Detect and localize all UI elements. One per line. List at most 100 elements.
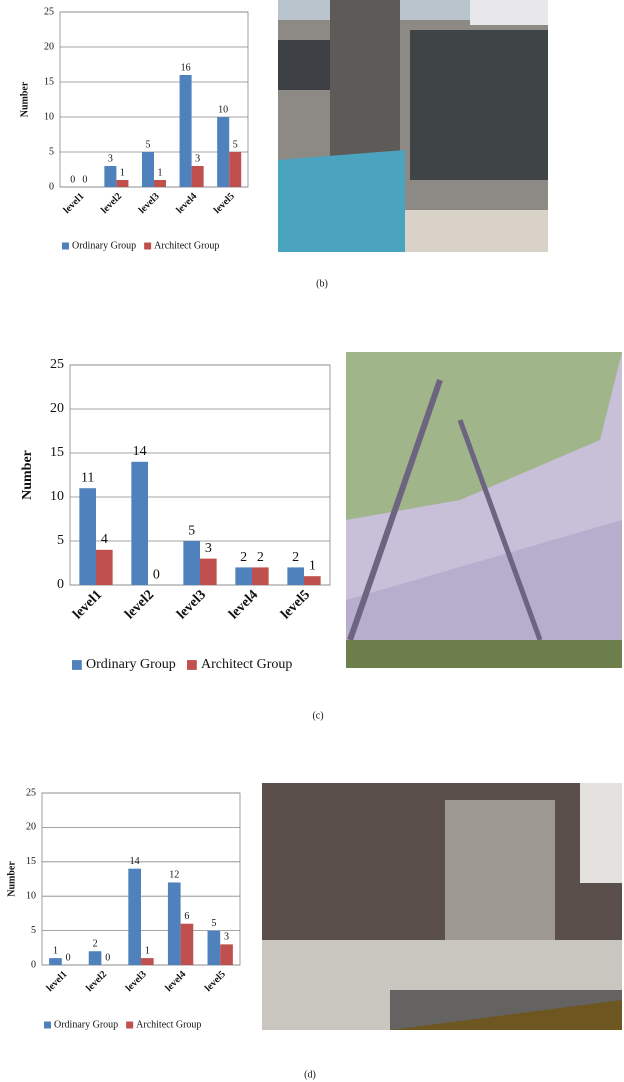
- y-axis-label: Number: [6, 861, 17, 897]
- x-tick-label: level4: [174, 191, 199, 216]
- data-label: 5: [233, 139, 238, 150]
- y-tick-label: 10: [26, 890, 36, 901]
- data-label: 0: [105, 952, 110, 963]
- data-label: 3: [195, 153, 200, 164]
- y-tick-label: 0: [49, 181, 54, 192]
- legend-label: Architect Group: [136, 1019, 201, 1030]
- bar: [79, 488, 96, 585]
- data-label: 14: [130, 856, 140, 867]
- legend-swatch: [144, 242, 152, 250]
- data-label: 1: [309, 559, 316, 574]
- photo-cracked-wall: [346, 352, 622, 668]
- legend-swatch: [187, 660, 197, 670]
- legend-swatch: [44, 1021, 51, 1029]
- data-label: 1: [158, 167, 163, 178]
- y-tick-label: 25: [50, 357, 64, 372]
- x-tick-label: level5: [278, 587, 313, 622]
- data-label: 16: [181, 62, 191, 73]
- y-axis-label: Number: [20, 450, 35, 500]
- data-label: 1: [120, 167, 125, 178]
- bar: [116, 180, 129, 187]
- x-tick-label: level3: [137, 191, 162, 216]
- data-label: 6: [184, 911, 189, 922]
- legend-label: Ordinary Group: [72, 240, 136, 251]
- x-tick-label: level3: [124, 969, 149, 994]
- legend-swatch: [62, 242, 69, 250]
- data-label: 0: [66, 952, 71, 963]
- data-label: 11: [81, 471, 94, 486]
- bar: [141, 152, 154, 187]
- data-label: 2: [292, 550, 299, 565]
- figure-caption: (b): [316, 278, 328, 289]
- x-tick-label: level5: [203, 969, 228, 994]
- y-tick-label: 5: [49, 146, 54, 157]
- x-tick-label: level1: [61, 191, 86, 216]
- data-label: 0: [70, 174, 75, 185]
- figure-caption: (c): [312, 710, 323, 721]
- bar: [220, 944, 233, 965]
- bar: [235, 567, 252, 585]
- bar: [96, 549, 113, 585]
- data-label: 14: [133, 444, 147, 459]
- data-label: 10: [218, 104, 228, 115]
- y-tick-label: 25: [44, 6, 54, 17]
- bar: [131, 461, 148, 585]
- y-tick-label: 25: [26, 787, 36, 798]
- data-label: 5: [145, 139, 150, 150]
- bar: [207, 930, 221, 965]
- legend-label: Architect Group: [154, 240, 219, 251]
- data-label: 5: [188, 523, 195, 538]
- legend-swatch: [72, 660, 82, 670]
- data-label: 0: [82, 174, 87, 185]
- y-tick-label: 10: [50, 489, 64, 504]
- y-tick-label: 0: [57, 577, 64, 592]
- data-label: 12: [169, 870, 179, 881]
- bar: [167, 882, 181, 965]
- bar: [304, 576, 321, 585]
- figure-caption: (d): [304, 1069, 316, 1080]
- legend-label: Ordinary Group: [86, 657, 176, 672]
- y-tick-label: 5: [31, 925, 36, 936]
- x-tick-label: level2: [122, 587, 157, 622]
- data-label: 3: [108, 153, 113, 164]
- data-label: 5: [211, 918, 216, 929]
- data-label: 3: [205, 541, 212, 556]
- bar: [252, 567, 269, 585]
- photo-collapsed-building: [278, 0, 548, 252]
- bar: [141, 958, 154, 965]
- data-label: 4: [101, 532, 108, 547]
- x-tick-label: level1: [44, 969, 69, 994]
- legend-swatch: [126, 1021, 134, 1029]
- bar: [287, 567, 304, 585]
- bar: [88, 951, 102, 965]
- bar: [217, 117, 230, 187]
- x-tick-label: level4: [226, 587, 261, 622]
- bar: [183, 541, 200, 585]
- x-tick-label: level3: [174, 587, 209, 622]
- bar: [180, 923, 194, 965]
- bar: [200, 558, 217, 585]
- y-tick-label: 15: [26, 856, 36, 867]
- x-tick-label: level1: [70, 587, 105, 622]
- y-tick-label: 20: [50, 401, 64, 416]
- y-tick-label: 20: [26, 822, 36, 833]
- y-tick-label: 10: [44, 111, 54, 122]
- y-tick-label: 5: [57, 533, 64, 548]
- x-tick-label: level2: [99, 191, 124, 216]
- y-axis-label: Number: [19, 81, 30, 117]
- x-tick-label: level4: [163, 969, 188, 994]
- data-label: 2: [257, 550, 264, 565]
- data-label: 3: [224, 932, 229, 943]
- bar: [49, 958, 62, 965]
- data-label: 1: [53, 945, 58, 956]
- data-label: 2: [240, 550, 247, 565]
- y-tick-label: 0: [31, 959, 36, 970]
- data-label: 2: [93, 939, 98, 950]
- y-tick-label: 15: [50, 445, 64, 460]
- data-label: 1: [145, 945, 150, 956]
- x-tick-label: level2: [84, 969, 109, 994]
- y-tick-label: 15: [44, 76, 54, 87]
- photo-damaged-corner: [262, 783, 622, 1030]
